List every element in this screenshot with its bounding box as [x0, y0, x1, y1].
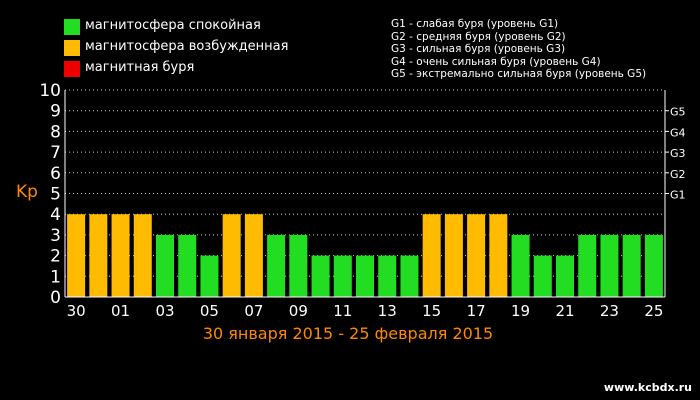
x-tick-label: 03 — [155, 302, 174, 320]
legend-swatch-quiet — [64, 19, 80, 35]
bar — [600, 234, 619, 297]
bar — [644, 234, 663, 297]
x-tick-label: 19 — [511, 302, 530, 320]
x-tick-label: 11 — [333, 302, 352, 320]
bar — [200, 255, 219, 297]
bar — [133, 214, 152, 297]
y-tick-label: 3 — [50, 226, 61, 246]
x-tick-label: 15 — [422, 302, 441, 320]
bar — [489, 214, 508, 297]
legend-label-active: магнитосфера возбужденная — [85, 39, 289, 54]
bar — [244, 214, 263, 297]
bar — [356, 255, 374, 297]
bar — [111, 214, 130, 297]
bar — [89, 214, 108, 297]
site-watermark: www.kcbdx.ru — [603, 381, 692, 394]
storm-level-list: G1 - слабая буря (уровень G1) G2 - средн… — [391, 18, 646, 81]
bar — [178, 234, 197, 297]
y-tick-label: 10 — [39, 81, 61, 101]
x-tick-label: 17 — [467, 302, 486, 320]
y-tick-label: 6 — [50, 164, 61, 184]
storm-level-g2: G2 - средняя буря (уровень G2) — [391, 30, 566, 43]
x-tick-label: 25 — [644, 302, 663, 320]
y-tick-label: 0 — [50, 288, 61, 308]
bar — [156, 234, 174, 297]
x-tick-label: 21 — [555, 302, 574, 320]
y-tick-label: 2 — [50, 247, 61, 267]
bar — [622, 234, 641, 297]
bar — [333, 255, 352, 297]
storm-level-g4: G4 - очень сильная буря (уровень G4) — [391, 55, 601, 68]
right-axis-label: G4 — [670, 126, 686, 139]
bar — [378, 255, 397, 297]
bar — [400, 255, 419, 297]
x-tick-label: 01 — [111, 302, 130, 320]
right-axis-label: G5 — [670, 106, 686, 119]
storm-level-g5: G5 - экстремально сильная буря (уровень … — [391, 68, 647, 80]
y-tick-label: 5 — [50, 185, 61, 205]
x-tick-label: 30 — [67, 302, 86, 320]
storm-level-g3: G3 - сильная буря (уровень G3) — [391, 43, 566, 55]
right-axis-label: G3 — [670, 147, 686, 160]
y-tick-label: 7 — [50, 143, 61, 163]
bar — [422, 214, 441, 297]
legend-label-quiet: магнитосфера спокойная — [85, 18, 261, 33]
x-tick-label: 23 — [600, 302, 619, 320]
right-axis-label: G2 — [670, 168, 686, 181]
bar — [533, 255, 552, 297]
x-tick-label: 09 — [289, 302, 308, 320]
bar — [311, 255, 330, 297]
y-tick-label: 9 — [50, 102, 61, 122]
bar — [267, 234, 286, 297]
storm-level-g1: G1 - слабая буря (уровень G1) — [391, 18, 559, 30]
x-tick-label: 07 — [244, 302, 263, 320]
right-axis-label: G1 — [670, 189, 686, 202]
x-axis-label: 30 января 2015 - 25 февраля 2015 — [203, 324, 493, 343]
y-tick-label: 1 — [50, 267, 61, 287]
y-tick-label: 8 — [50, 122, 61, 142]
legend-swatch-storm — [64, 61, 80, 77]
bar — [511, 234, 530, 297]
bar — [67, 214, 86, 297]
bar — [578, 234, 597, 297]
bar — [444, 214, 463, 297]
bar — [556, 255, 574, 297]
y-axis-label: Kp — [16, 182, 38, 202]
bar — [467, 214, 486, 297]
x-tick-label: 13 — [378, 302, 397, 320]
legend-label-storm: магнитная буря — [85, 60, 195, 75]
legend-swatch-active — [64, 40, 80, 56]
bar — [222, 214, 241, 297]
x-tick-label: 05 — [200, 302, 219, 320]
y-tick-label: 4 — [50, 205, 61, 225]
bar — [289, 234, 308, 297]
